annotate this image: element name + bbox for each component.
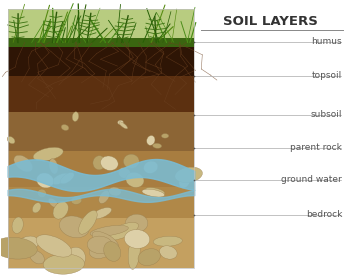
Ellipse shape — [14, 237, 35, 257]
Ellipse shape — [60, 172, 74, 184]
Ellipse shape — [109, 187, 121, 196]
Ellipse shape — [32, 203, 41, 213]
Ellipse shape — [144, 161, 158, 173]
Ellipse shape — [118, 120, 124, 125]
Ellipse shape — [92, 207, 112, 219]
Ellipse shape — [43, 254, 85, 274]
Ellipse shape — [99, 190, 110, 204]
Bar — [8, 218, 194, 268]
Text: ground water: ground water — [281, 175, 342, 185]
Ellipse shape — [119, 122, 128, 129]
Ellipse shape — [59, 216, 89, 238]
Bar — [8, 112, 194, 151]
Text: topsoil: topsoil — [312, 71, 342, 80]
Bar — [8, 38, 194, 47]
Ellipse shape — [72, 112, 79, 122]
Ellipse shape — [18, 236, 39, 251]
Text: parent rock: parent rock — [290, 143, 342, 152]
Text: SOIL LAYERS: SOIL LAYERS — [223, 15, 318, 28]
Ellipse shape — [48, 198, 58, 207]
Ellipse shape — [118, 167, 130, 178]
Ellipse shape — [101, 156, 118, 171]
Ellipse shape — [138, 249, 160, 266]
Text: bedrock: bedrock — [306, 210, 342, 219]
Ellipse shape — [49, 159, 58, 174]
Ellipse shape — [175, 167, 202, 183]
Ellipse shape — [37, 189, 46, 197]
Ellipse shape — [87, 236, 112, 254]
Bar — [8, 9, 194, 268]
Ellipse shape — [79, 210, 97, 234]
Ellipse shape — [106, 222, 138, 240]
Ellipse shape — [0, 237, 37, 259]
Ellipse shape — [89, 240, 114, 258]
Ellipse shape — [61, 125, 69, 130]
Ellipse shape — [36, 235, 72, 257]
Ellipse shape — [90, 225, 128, 236]
Text: subsoil: subsoil — [311, 110, 342, 119]
Ellipse shape — [145, 188, 165, 195]
Ellipse shape — [33, 147, 63, 161]
Ellipse shape — [160, 246, 177, 259]
Ellipse shape — [179, 172, 191, 188]
Ellipse shape — [124, 230, 150, 248]
Ellipse shape — [147, 136, 155, 145]
Ellipse shape — [14, 155, 33, 172]
Ellipse shape — [124, 154, 139, 169]
Ellipse shape — [161, 134, 169, 138]
Ellipse shape — [125, 214, 148, 232]
Ellipse shape — [36, 173, 54, 188]
Text: humus: humus — [312, 37, 342, 46]
Ellipse shape — [52, 173, 69, 185]
Bar — [8, 43, 194, 76]
Ellipse shape — [12, 217, 23, 234]
Bar — [8, 187, 194, 218]
Ellipse shape — [153, 236, 182, 246]
Ellipse shape — [126, 172, 144, 187]
Ellipse shape — [30, 251, 44, 264]
Ellipse shape — [142, 189, 164, 197]
Ellipse shape — [153, 143, 162, 148]
Ellipse shape — [93, 156, 105, 170]
Ellipse shape — [71, 196, 82, 204]
Ellipse shape — [104, 242, 121, 261]
Ellipse shape — [92, 231, 119, 249]
Ellipse shape — [53, 202, 68, 219]
Bar — [8, 76, 194, 112]
Bar — [8, 151, 194, 187]
Ellipse shape — [128, 235, 140, 269]
Ellipse shape — [65, 247, 85, 269]
Bar — [8, 9, 194, 43]
Ellipse shape — [7, 136, 15, 144]
